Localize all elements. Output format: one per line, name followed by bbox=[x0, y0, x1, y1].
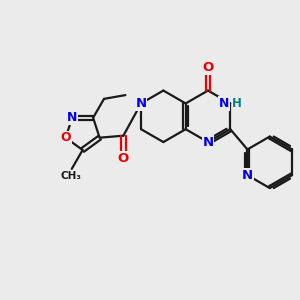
Text: N: N bbox=[67, 111, 77, 124]
Text: O: O bbox=[202, 61, 214, 74]
Text: N: N bbox=[242, 169, 253, 182]
Text: H: H bbox=[232, 97, 242, 110]
Text: N: N bbox=[136, 97, 147, 110]
Text: CH₃: CH₃ bbox=[60, 171, 81, 181]
Text: O: O bbox=[118, 152, 129, 165]
Text: N: N bbox=[202, 136, 214, 148]
Text: O: O bbox=[60, 131, 71, 144]
Text: N: N bbox=[219, 97, 229, 110]
